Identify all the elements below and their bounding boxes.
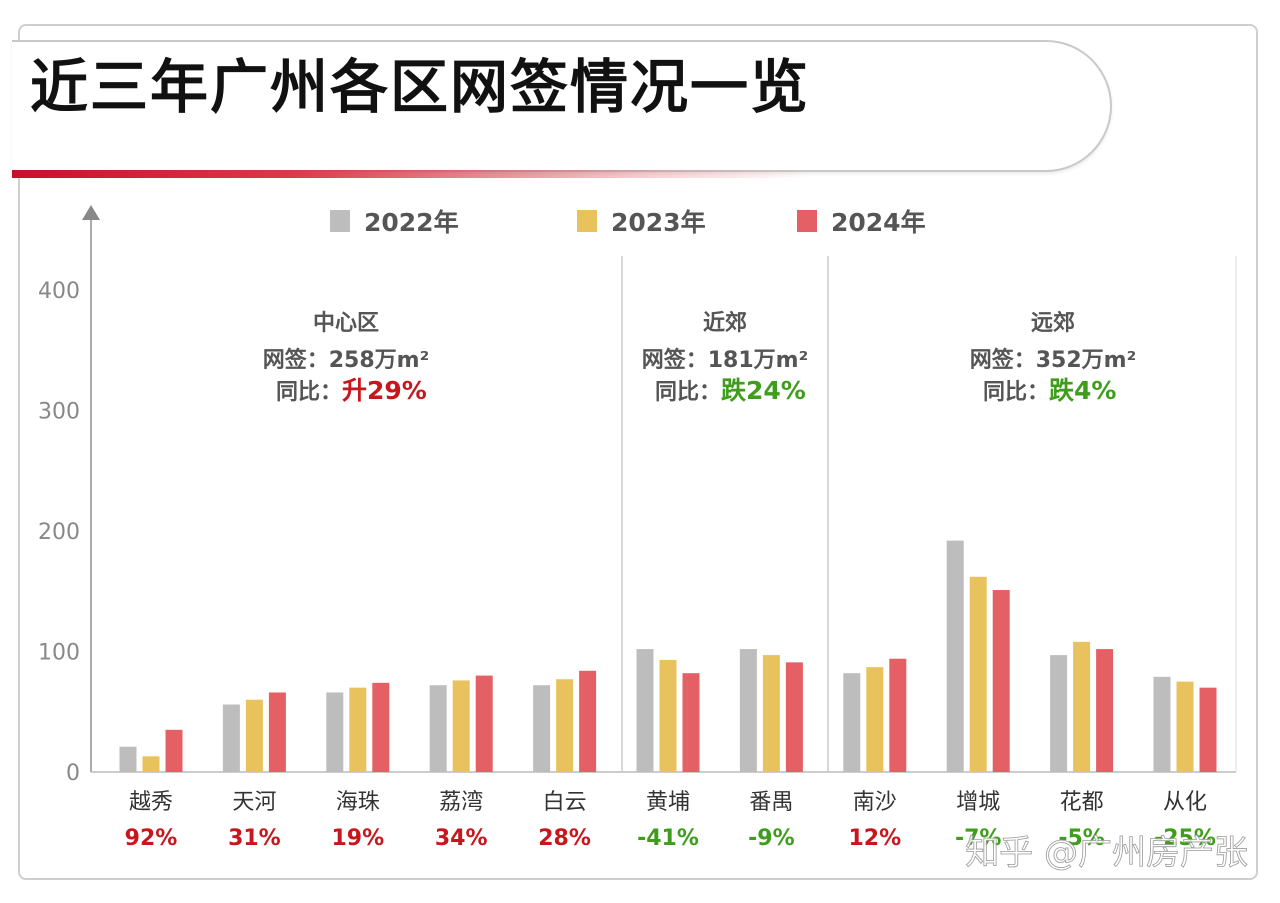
bar-增城-2023年 [969, 576, 987, 772]
group-name: 中心区 [313, 311, 379, 336]
y-tick-labels: 0 100 200 300 400 [38, 279, 80, 786]
group-change-value: 跌24% [721, 376, 806, 405]
bars [119, 540, 1217, 772]
x-tick-label: 花都 [1060, 790, 1104, 815]
group-name: 远郊 [1031, 311, 1075, 336]
growth-label: -9% [748, 826, 794, 851]
bar-从化-2022年 [1153, 676, 1171, 772]
legend-swatch-2024年 [797, 210, 817, 232]
y-tick-label: 100 [38, 641, 80, 666]
growth-label: 12% [848, 826, 901, 851]
bar-从化-2024年 [1199, 687, 1217, 772]
bar-番禺-2022年 [739, 649, 757, 772]
bar-花都-2022年 [1050, 655, 1068, 772]
growth-label: -7% [955, 826, 1001, 851]
growth-label: 34% [435, 826, 488, 851]
bar-海珠-2023年 [349, 687, 367, 772]
group-area-label: 网签：258万m² [263, 347, 429, 373]
bar-海珠-2024年 [372, 682, 390, 772]
bar-从化-2023年 [1176, 681, 1194, 772]
x-tick-label: 黄埔 [646, 790, 690, 815]
page-title: 近三年广州各区网签情况一览 [30, 53, 811, 121]
legend-label: 2023年 [611, 208, 706, 237]
x-tick-label: 海珠 [336, 790, 380, 815]
group-change-prefix: 同比： [655, 380, 721, 405]
bar-越秀-2024年 [165, 729, 183, 772]
group-change-value: 升29% [342, 376, 427, 405]
bar-花都-2023年 [1073, 641, 1091, 772]
bar-增城-2022年 [946, 540, 964, 772]
bar-越秀-2022年 [119, 746, 137, 772]
growth-label: 28% [538, 826, 591, 851]
bar-黄埔-2023年 [659, 659, 677, 772]
x-tick-labels: 越秀 天河 海珠 荔湾 白云 黄埔 番禺 南沙 增城 花都 从化 [129, 790, 1207, 815]
growth-label: -41% [637, 826, 699, 851]
group-area-label: 网签：352万m² [970, 347, 1136, 373]
bar-番禺-2023年 [762, 655, 780, 772]
bar-黄埔-2022年 [636, 649, 654, 772]
bar-黄埔-2024年 [682, 673, 700, 772]
group-area-label: 网签：181万m² [642, 347, 808, 373]
bar-南沙-2024年 [889, 658, 907, 772]
y-tick-label: 300 [38, 400, 80, 425]
growth-label: -25% [1154, 826, 1216, 851]
bar-白云-2023年 [556, 679, 574, 772]
group-change-value: 跌4% [1049, 376, 1116, 405]
bar-越秀-2023年 [142, 756, 160, 772]
y-tick-label: 0 [66, 761, 80, 786]
growth-label: 19% [331, 826, 384, 851]
growth-label: 31% [228, 826, 281, 851]
bar-白云-2024年 [579, 670, 597, 772]
growth-labels: 92% 31% 19% 34% 28% -41% -9% 12% -7% -5% -25% [125, 826, 1216, 851]
x-tick-label: 越秀 [129, 790, 173, 815]
bar-白云-2022年 [533, 685, 551, 772]
x-tick-label: 天河 [232, 790, 276, 815]
group-change-label: 同比：升29% [276, 376, 427, 405]
bar-南沙-2022年 [843, 673, 861, 772]
legend-swatch-2022年 [330, 210, 350, 232]
group-change-prefix: 同比： [276, 380, 342, 405]
y-tick-label: 200 [38, 520, 80, 545]
legend-label: 2022年 [364, 208, 459, 237]
group-change-prefix: 同比： [983, 380, 1049, 405]
bar-天河-2023年 [245, 699, 263, 772]
growth-label: -5% [1058, 826, 1104, 851]
bar-南沙-2023年 [866, 667, 884, 772]
y-tick-label: 400 [38, 279, 80, 304]
group-annotations: 中心区网签：258万m²同比：升29%近郊网签：181万m²同比：跌24%远郊网… [263, 310, 1136, 405]
group-change-label: 同比：跌24% [655, 376, 806, 405]
bar-荔湾-2023年 [452, 680, 470, 772]
x-tick-label: 白云 [543, 790, 587, 815]
bar-增城-2024年 [992, 590, 1010, 772]
y-axis-arrow-icon [82, 205, 100, 220]
bar-天河-2022年 [222, 704, 240, 772]
x-tick-label: 增城 [956, 790, 1000, 815]
group-name: 近郊 [703, 310, 747, 336]
bar-荔湾-2024年 [475, 675, 493, 772]
bar-荔湾-2022年 [429, 685, 447, 772]
bar-花都-2024年 [1096, 649, 1114, 772]
bar-番禺-2024年 [785, 662, 803, 772]
x-tick-label: 荔湾 [439, 790, 483, 815]
title-banner-accent [12, 170, 812, 178]
title-banner [12, 40, 1112, 172]
bar-天河-2024年 [268, 692, 286, 772]
watermark: 知乎 @广州房产张 [965, 833, 1248, 873]
x-tick-label: 南沙 [853, 790, 897, 815]
x-tick-label: 从化 [1163, 790, 1207, 815]
bar-海珠-2022年 [326, 692, 344, 772]
growth-label: 92% [125, 826, 178, 851]
legend-swatch-2023年 [577, 210, 597, 232]
legend-label: 2024年 [831, 208, 926, 237]
legend: 2022年 2023年 2024年 [330, 208, 926, 237]
x-tick-label: 番禺 [749, 790, 793, 815]
group-change-label: 同比：跌4% [983, 376, 1116, 405]
